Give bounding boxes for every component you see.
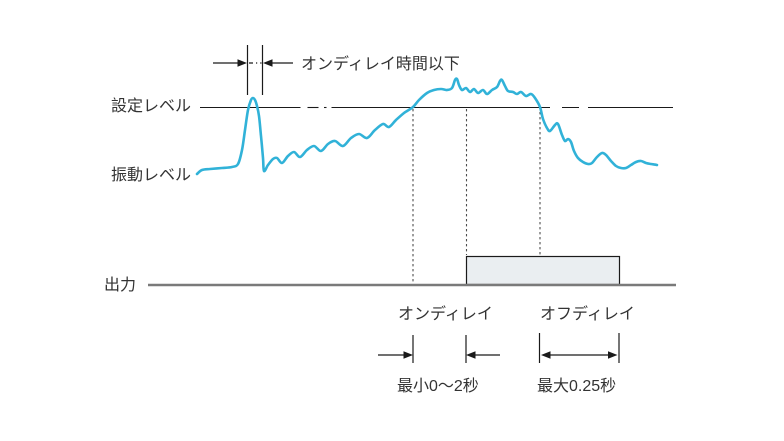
output-label: 出力: [104, 276, 136, 294]
arrow-left-icon: [541, 351, 551, 359]
on-delay-label: オンディレイ: [398, 304, 493, 323]
on-delay-value: 最小0〜2秒: [397, 377, 479, 395]
arrow-right-icon: [608, 351, 618, 359]
arrow-left-icon: [263, 59, 273, 67]
output-pulse: [465, 255, 621, 286]
on-delay-note-dimension: [213, 45, 293, 95]
set-level-label: 設定レベル: [111, 97, 191, 115]
arrow-right-icon: [403, 351, 413, 359]
vibration-waveform: [195, 77, 659, 176]
on-delay-dimension: [378, 335, 500, 363]
on-delay-note-label: オンディレイ時間以下: [301, 54, 460, 73]
off-delay-label: オフディレイ: [540, 304, 635, 323]
arrow-left-icon: [466, 351, 476, 359]
threshold-projection-lines: [412, 109, 541, 284]
off-delay-dimension: [538, 333, 620, 363]
vibration-level-label: 振動レベル: [111, 166, 191, 184]
off-delay-value: 最大0.25秒: [537, 377, 616, 395]
arrow-right-icon: [237, 59, 247, 67]
